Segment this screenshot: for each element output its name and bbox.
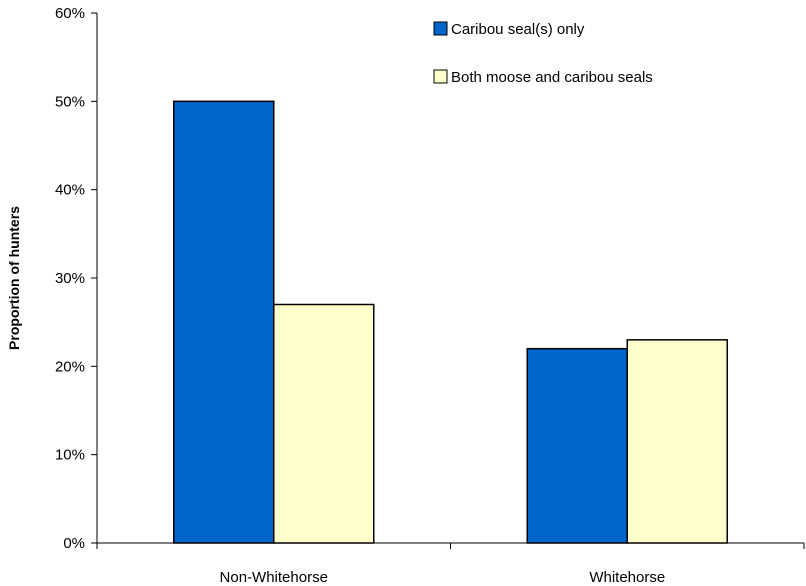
bar-caribou-seals-only-non-whitehorse — [173, 100, 275, 544]
legend: Caribou seal(s) only Both moose and carib… — [433, 21, 653, 86]
y-tick-label: 20% — [55, 358, 85, 375]
y-tick-label: 40% — [55, 182, 85, 199]
bars-layer — [173, 100, 728, 544]
bar-both-moose-and-caribou-seals-whitehorse — [626, 339, 728, 544]
legend-swatch — [433, 69, 448, 84]
y-tick-label: 10% — [55, 447, 85, 464]
bar-caribou-seals-only-whitehorse — [526, 347, 628, 544]
y-tick-label: 0% — [63, 535, 85, 552]
y-axis-label: Proportion of hunters — [6, 206, 22, 350]
x-category-label: Non-Whitehorse — [220, 569, 328, 586]
x-category-label: Whitehorse — [589, 569, 665, 586]
bar-both-moose-and-caribou-seals-non-whitehorse — [273, 303, 375, 544]
y-tick-label: 30% — [55, 270, 85, 287]
legend-label: Both moose and caribou seals — [451, 69, 653, 86]
y-tick-label: 60% — [55, 5, 85, 22]
y-ticks-layer: 0% 10% 20% 30% 40% 50% 60% — [55, 5, 97, 552]
legend-label: Caribou seal(s) only — [451, 21, 585, 38]
legend-swatch — [433, 21, 448, 36]
x-categories-layer: Non-Whitehorse Whitehorse — [96, 543, 805, 586]
y-tick-label: 50% — [55, 93, 85, 110]
